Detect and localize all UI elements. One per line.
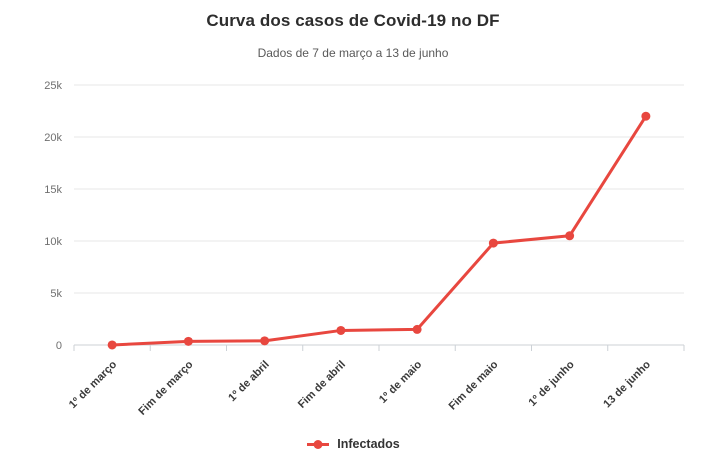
legend-marker-icon [307,439,330,449]
y-axis-label: 25k [44,80,62,92]
x-axis-label: Fim de março [136,358,195,417]
y-axis-label: 15k [44,184,62,196]
x-axis-label: 13 de junho [601,358,653,410]
data-point [260,336,270,346]
legend-dot [313,439,323,449]
data-point [565,231,575,241]
data-point [641,111,651,121]
data-point [336,325,346,335]
chart-title: Curva dos casos de Covid-19 no DF [206,11,500,30]
x-axis-label: 1º de junho [527,358,577,408]
x-axis-label: 1º de maio [377,358,424,405]
y-axis-label: 0 [56,340,62,352]
legend-item-infectados[interactable]: Infectados [0,437,706,451]
series-line [110,114,648,347]
y-axis-label: 5k [50,288,62,300]
x-axis-label: Fim de abril [296,359,348,411]
y-axis-label: 20k [44,132,62,144]
data-point [183,336,193,346]
x-axis-label: Fim de maio [447,358,501,412]
x-axis-label: 1º de abril [226,359,271,404]
data-point [412,324,422,334]
data-point [488,238,498,248]
data-point [107,340,117,350]
y-axis-label: 10k [44,236,62,248]
chart-subtitle: Dados de 7 de março a 13 de junho [257,46,449,60]
x-axis-label: 1º de março [67,358,120,411]
legend-label: Infectados [337,437,400,451]
